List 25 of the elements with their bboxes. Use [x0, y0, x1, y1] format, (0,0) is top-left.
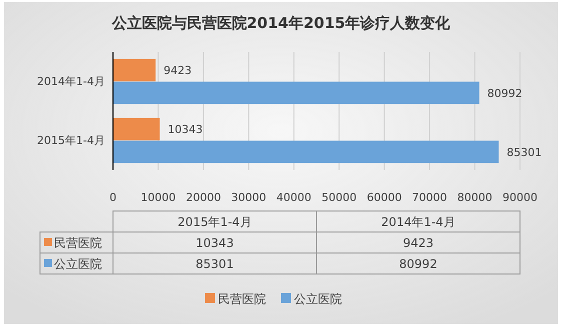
- legend-label: 公立医院: [294, 292, 342, 306]
- legend-label: 公立医院: [54, 257, 102, 271]
- data-label: 80992: [399, 257, 438, 271]
- x-tick-label: 90000: [502, 190, 538, 204]
- data-label: 85301: [196, 257, 234, 271]
- chart-title: 公立医院与民营医院2014年2015年诊疗人数变化: [110, 14, 452, 32]
- x-tick-label: 30000: [231, 190, 266, 204]
- x-tick-label: 20000: [186, 190, 221, 204]
- x-tick-label: 40000: [276, 190, 312, 204]
- data-label: 80992: [487, 86, 522, 100]
- data-label: 10343: [168, 123, 203, 136]
- category-label: 2014年1-4月: [381, 215, 456, 229]
- x-tick-label: 80000: [457, 190, 492, 204]
- data-label: 10343: [196, 236, 234, 250]
- data-label: 9423: [164, 64, 192, 78]
- data-label: 85301: [506, 146, 542, 159]
- x-tick-label: 70000: [412, 190, 448, 204]
- category-label: 2015年1-4月: [178, 215, 252, 229]
- x-tick-label: 10000: [140, 190, 176, 204]
- x-tick-label: 0: [110, 190, 116, 204]
- legend-label: 民营医院: [54, 236, 102, 250]
- x-tick-label: 60000: [366, 190, 402, 204]
- x-tick-label: 50000: [322, 190, 357, 204]
- legend-label: 民营医院: [218, 292, 266, 306]
- data-label: 9423: [402, 236, 434, 250]
